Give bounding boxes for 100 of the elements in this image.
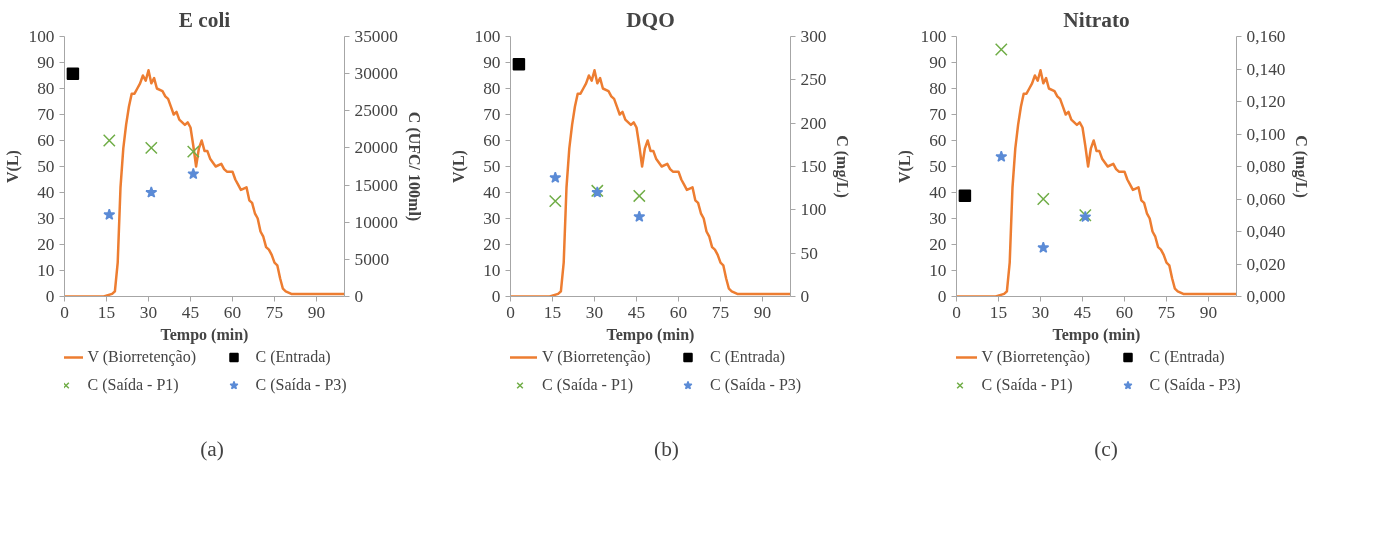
legend-label: C (Saída - P3) (255, 376, 348, 394)
point (103, 208, 116, 220)
x-tick-label: 30 (139, 302, 158, 322)
x-tick-label: 75 (711, 302, 730, 322)
y2-axis-title: C (UFC/ 100ml) (404, 111, 423, 222)
point (1037, 241, 1050, 253)
y-tick-label: 20 (929, 235, 947, 254)
y-tick-label: 40 (483, 183, 501, 202)
y-tick-label: 90 (483, 53, 501, 72)
y-tick-label: 50 (483, 157, 501, 176)
y-tick-label: 70 (37, 105, 55, 124)
y2-tick-label: 300 (800, 27, 827, 46)
x-tick-label: 60 (1115, 302, 1134, 322)
point (549, 171, 562, 183)
y-tick-label: 10 (929, 261, 947, 280)
y-tick-label: 80 (483, 79, 501, 98)
point (102, 134, 116, 147)
y-tick-label: 30 (929, 209, 947, 228)
point (633, 210, 646, 222)
y2-axis-title: C (mg/L) (833, 135, 852, 198)
x-tick-label: 60 (223, 302, 242, 322)
x-tick-label: 60 (669, 302, 688, 322)
y2-tick-label: 0,020 (1246, 254, 1286, 274)
y-tick-label: 100 (28, 27, 55, 46)
text: (a) (200, 436, 224, 461)
y2-tick-label: 50 (800, 243, 818, 263)
chart-title: DQO (626, 7, 675, 32)
legend-label: C (Entrada) (255, 348, 332, 366)
y-axis-title: V(L) (895, 150, 914, 183)
x-tick-label: 75 (1157, 302, 1176, 322)
y2-tick-label: 35000 (354, 27, 398, 46)
legend-label: V (Biorretenção) (981, 348, 1092, 366)
y-tick-label: 10 (37, 261, 55, 280)
y2-tick-label: 150 (800, 157, 827, 176)
x-tick-label: 90 (1199, 302, 1218, 322)
y2-tick-label: 20000 (354, 138, 398, 158)
y-tick-label: 0 (491, 287, 501, 306)
legend-label: C (Entrada) (1149, 348, 1226, 366)
y-tick-label: 0 (45, 287, 55, 306)
y-tick-label: 50 (929, 157, 947, 176)
y2-tick-label: 0,080 (1246, 157, 1286, 176)
y2-tick-label: 5000 (354, 249, 390, 269)
x-tick-label: 45 (1073, 302, 1092, 322)
x-tick-label: 90 (753, 302, 772, 322)
y-tick-label: 40 (929, 183, 947, 202)
y-tick-label: 0 (937, 287, 947, 306)
y2-tick-label: 0,040 (1246, 222, 1286, 241)
y-tick-label: 80 (37, 79, 55, 98)
point (145, 186, 158, 198)
legend-label: C (Saída - P1) (87, 376, 180, 394)
x-axis-title: Tempo (min) (160, 325, 249, 344)
legend-label: C (Saída - P3) (710, 376, 803, 394)
x-tick-label: 15 (97, 302, 116, 322)
y-tick-label: 50 (37, 157, 55, 176)
x-tick-label: 45 (627, 302, 646, 322)
legend-label: C (Entrada) (710, 348, 787, 366)
y-tick-label: 10 (483, 261, 501, 280)
point (186, 145, 200, 159)
point (548, 194, 562, 208)
point (1036, 192, 1050, 206)
y-tick-label: 60 (483, 131, 501, 150)
y2-tick-label: 0,060 (1246, 189, 1286, 209)
y-tick-label: 30 (483, 209, 501, 228)
y-tick-label: 70 (483, 105, 501, 124)
y-tick-label: 60 (929, 131, 947, 150)
y-tick-label: 90 (37, 53, 55, 72)
y2-tick-label: 0,000 (1246, 287, 1286, 306)
x-tick-label: 90 (307, 302, 326, 322)
y-tick-label: 20 (483, 235, 501, 254)
chart-title: E coli (178, 7, 231, 32)
y2-tick-label: 100 (800, 200, 827, 220)
y2-tick-label: 0 (354, 287, 364, 306)
x-tick-label: 75 (265, 302, 284, 322)
x-axis-title: Tempo (min) (1052, 325, 1141, 344)
y-tick-label: 40 (37, 183, 55, 202)
point (958, 189, 972, 202)
x-axis-title: Tempo (min) (606, 325, 695, 344)
x-tick-label: 0 (60, 302, 69, 322)
y2-tick-label: 15000 (354, 175, 398, 195)
chart-title: Nitrato (1063, 7, 1130, 32)
legend-label: V (Biorretenção) (542, 348, 652, 366)
y-tick-label: 100 (920, 27, 947, 46)
x-tick-label: 15 (989, 302, 1008, 322)
y2-tick-label: 0,140 (1246, 59, 1286, 79)
point (144, 141, 158, 155)
y2-tick-label: 250 (800, 70, 827, 90)
legend-label: V (Biorretenção) (87, 348, 198, 366)
x-tick-label: 30 (1031, 302, 1050, 322)
y-tick-label: 90 (929, 53, 947, 72)
y2-tick-label: 0,100 (1246, 124, 1286, 144)
y-tick-label: 20 (37, 235, 55, 254)
x-tick-label: 0 (952, 302, 961, 322)
x-tick-label: 45 (181, 302, 200, 322)
point (66, 67, 80, 80)
y2-tick-label: 30000 (354, 64, 398, 84)
point (632, 189, 646, 203)
y2-tick-label: 0,120 (1246, 92, 1286, 111)
y2-tick-label: 0,160 (1246, 27, 1286, 46)
text: (b) (654, 436, 679, 461)
y-tick-label: 70 (929, 105, 947, 124)
